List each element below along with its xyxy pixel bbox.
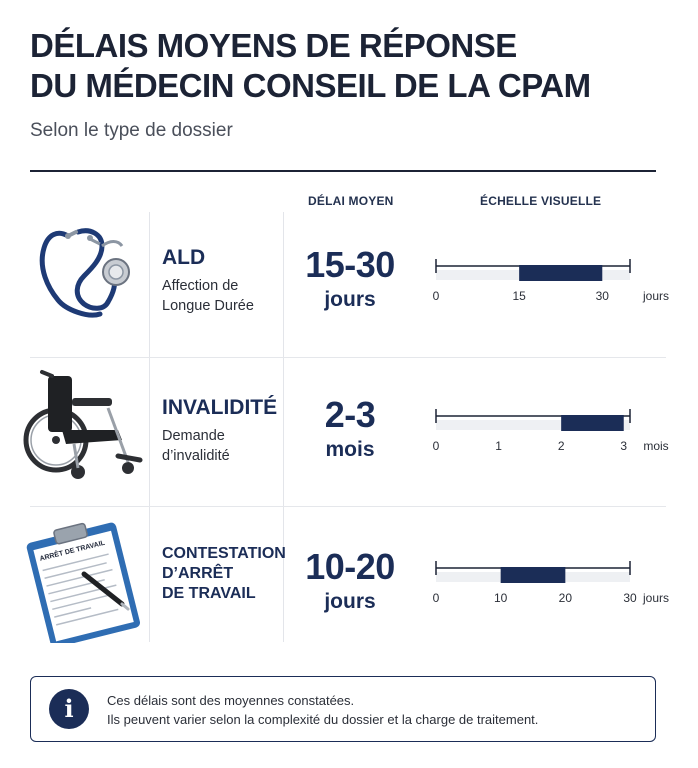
column-divider-left: [149, 212, 150, 642]
tick-label: 0: [433, 289, 440, 303]
column-divider-middle: [283, 212, 284, 642]
delay-unit: jours: [324, 288, 376, 311]
clipboard-icon: ARRÊT DE TRAVAIL: [14, 518, 144, 648]
range-bar: [519, 265, 603, 281]
delay-unit: jours: [324, 590, 376, 613]
scale-svg: 0 1 2 3 mois: [433, 409, 669, 453]
tick-label: 10: [494, 591, 508, 605]
page-subtitle: Selon le type de dossier: [30, 120, 233, 141]
column-header-scale: ÉCHELLE VISUELLE: [480, 194, 602, 208]
scale-svg: 0 15 30 jours: [433, 259, 669, 303]
unit-label: jours: [642, 591, 669, 605]
row-title: ALD: [162, 246, 206, 269]
header-divider: [30, 170, 656, 172]
wheelchair-icon: [18, 368, 148, 488]
visual-scale-invalidite: 0 1 2 3 mois: [430, 402, 670, 462]
stethoscope-icon: [18, 218, 148, 338]
title-line-1: DÉLAIS MOYENS DE RÉPONSE: [30, 27, 517, 64]
info-text: Ces délais sont des moyennes constatées.…: [107, 691, 538, 729]
scale-svg: 0 10 20 30 jours: [433, 561, 669, 605]
title-line-2: DU MÉDECIN CONSEIL DE LA CPAM: [30, 67, 591, 104]
row-title-line-2: D’ARRÊT: [162, 565, 234, 582]
row-divider: [30, 506, 666, 507]
tick-label: 3: [620, 439, 627, 453]
row-title-line-1: CONTESTATION: [162, 545, 286, 562]
row-subtitle-line-1: Affection de: [162, 278, 239, 294]
unit-label: mois: [643, 439, 668, 453]
visual-scale-ald: 0 15 30 jours: [430, 252, 670, 312]
visual-scale-contestation: 0 10 20 30 jours: [430, 554, 670, 614]
tick-label: 0: [433, 439, 440, 453]
row-subtitle-line-2: d’invalidité: [162, 448, 230, 464]
row-title-line-3: DE TRAVAIL: [162, 585, 256, 602]
column-header-delay: DÉLAI MOYEN: [308, 194, 394, 208]
row-subtitle-line-1: Demande: [162, 428, 225, 444]
info-box: i Ces délais sont des moyennes constatée…: [30, 676, 656, 742]
row-contestation: ARRÊT DE TRAVAIL CONTESTATION D’ARRÊT DE…: [0, 508, 698, 658]
info-line-1: Ces délais sont des moyennes constatées.: [107, 693, 355, 708]
tick-label: 20: [559, 591, 573, 605]
page-title: DÉLAIS MOYENS DE RÉPONSE DU MÉDECIN CONS…: [30, 26, 680, 106]
range-bar: [561, 415, 624, 431]
info-icon: i: [49, 689, 89, 729]
tick-label: 15: [512, 289, 526, 303]
tick-label: 1: [495, 439, 502, 453]
row-title: INVALIDITÉ: [162, 396, 278, 419]
delay-value: 10-20: [305, 546, 395, 587]
delay-unit: mois: [325, 438, 375, 461]
delay-value: 15-30: [305, 244, 395, 285]
tick-label: 30: [596, 289, 610, 303]
scale-track: [436, 420, 630, 430]
row-divider: [30, 357, 666, 358]
row-invalidite: INVALIDITÉ Demande d’invalidité 2-3 mois…: [0, 360, 698, 510]
range-bar: [500, 567, 566, 583]
unit-label: jours: [642, 289, 669, 303]
tick-label: 2: [558, 439, 565, 453]
row-ald: ALD Affection de Longue Durée 15-30 jour…: [0, 210, 698, 360]
info-line-2: Ils peuvent varier selon la complexité d…: [107, 712, 539, 727]
row-subtitle-line-2: Longue Durée: [162, 298, 254, 314]
tick-label: 0: [433, 591, 440, 605]
delay-value: 2-3: [324, 394, 376, 435]
tick-label: 30: [623, 591, 637, 605]
